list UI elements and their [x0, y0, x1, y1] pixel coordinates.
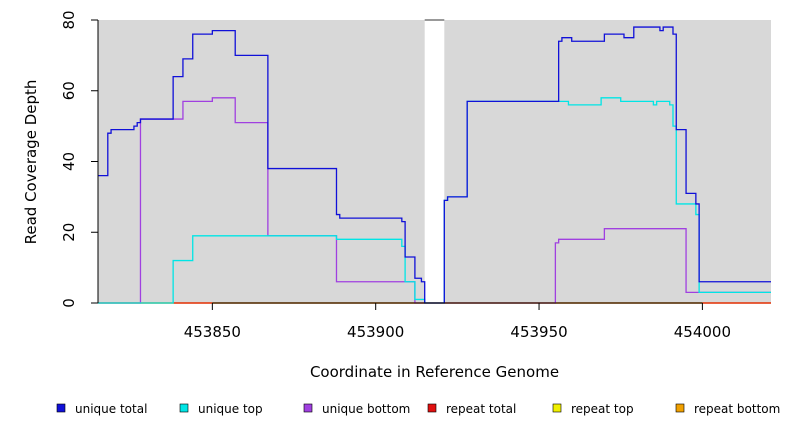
- legend-item-unique-top: unique top: [179, 402, 263, 416]
- series-layer: [98, 26, 771, 304]
- plot-background: [98, 19, 771, 303]
- legend-swatch: [552, 403, 562, 413]
- legend-item-repeat-top: repeat top: [552, 402, 634, 416]
- legend-label: unique bottom: [322, 402, 410, 416]
- y-tick-label: 80: [60, 10, 78, 29]
- series-unique-bottom: [98, 97, 771, 304]
- legend-item-unique-bottom: unique bottom: [303, 402, 410, 416]
- plot-region-right: [444, 20, 771, 303]
- legend-swatch: [675, 403, 685, 413]
- legend-label: repeat bottom: [694, 402, 780, 416]
- legend-swatch: [303, 403, 313, 413]
- legend-swatch: [179, 403, 189, 413]
- legend-item-unique-total: unique total: [56, 402, 147, 416]
- y-tick-label: 60: [60, 81, 78, 100]
- axes-layer: 0 20 40 60 80 453850 453900 453950 454000: [60, 10, 731, 341]
- legend-item-repeat-bottom: repeat bottom: [675, 402, 780, 416]
- legend: unique total unique top unique bottom repea…: [56, 402, 780, 416]
- series-unique-total: [98, 26, 771, 304]
- legend-label: unique top: [198, 402, 263, 416]
- legend-item-repeat-total: repeat total: [427, 402, 516, 416]
- x-tick-label: 453900: [347, 323, 404, 341]
- legend-label: repeat total: [446, 402, 516, 416]
- x-axis-title: Coordinate in Reference Genome: [310, 363, 559, 381]
- plot-region-left: [98, 20, 425, 303]
- legend-label: repeat top: [571, 402, 634, 416]
- y-tick-label: 20: [60, 223, 78, 242]
- y-tick-label: 40: [60, 152, 78, 171]
- legend-swatch: [56, 403, 66, 413]
- y-axis-title: Read Coverage Depth: [22, 80, 40, 245]
- x-tick-label: 453950: [510, 323, 567, 341]
- y-tick-label: 0: [60, 298, 78, 308]
- legend-swatch: [427, 403, 437, 413]
- x-tick-label: 453850: [184, 323, 241, 341]
- legend-label: unique total: [75, 402, 147, 416]
- x-tick-label: 454000: [674, 323, 731, 341]
